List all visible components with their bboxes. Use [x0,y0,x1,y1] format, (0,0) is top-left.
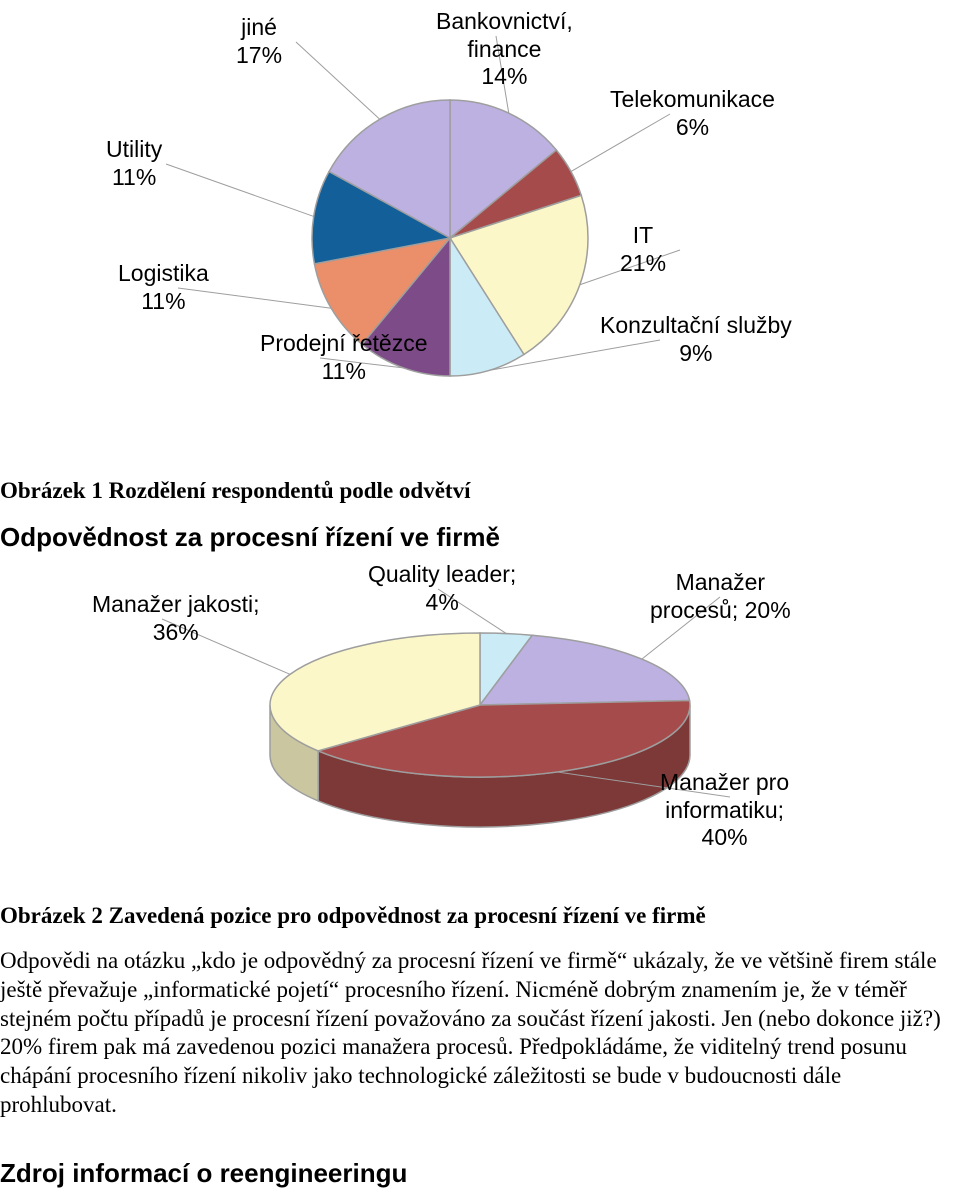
pie-slice-label: Logistika 11% [118,260,209,315]
pie-slice-label: jiné 17% [236,14,282,69]
chart1-caption: Obrázek 1 Rozdělení respondentů podle od… [0,478,960,504]
pie-slice-label: Telekomunikace 6% [610,86,775,141]
section2-title: Odpovědnost za procesní řízení ve firmě [0,522,960,553]
pie-slice-label: Bankovnictví, finance 14% [436,8,573,91]
body-paragraph: Odpovědi na otázku „kdo je odpovědný za … [0,947,960,1120]
pie3d-slice-label: Manažer pro informatiku; 40% [660,769,789,852]
pie-slice-label: IT 21% [620,222,666,277]
source-heading: Zdroj informací o reengineeringu [0,1158,960,1189]
chart1-container: Bankovnictví, finance 14% Telekomunikace … [0,0,960,470]
pie3d-slice-label: Manažer jakosti; 36% [92,591,259,646]
chart2-container: Quality leader; 4% Manažer procesů; 20% Ma… [0,555,960,895]
pie-slice-label: Utility 11% [106,136,162,191]
leader-line [166,164,314,216]
pie3d-slice-label: Quality leader; 4% [368,561,516,616]
pie-slice-label: Konzultační služby 9% [600,312,792,367]
chart2-caption: Obrázek 2 Zavedená pozice pro odpovědnos… [0,903,960,929]
pie-slice-label: Prodejní řetězce 11% [260,330,427,385]
leader-line [296,42,380,119]
pie3d-slice-label: Manažer procesů; 20% [650,569,791,624]
